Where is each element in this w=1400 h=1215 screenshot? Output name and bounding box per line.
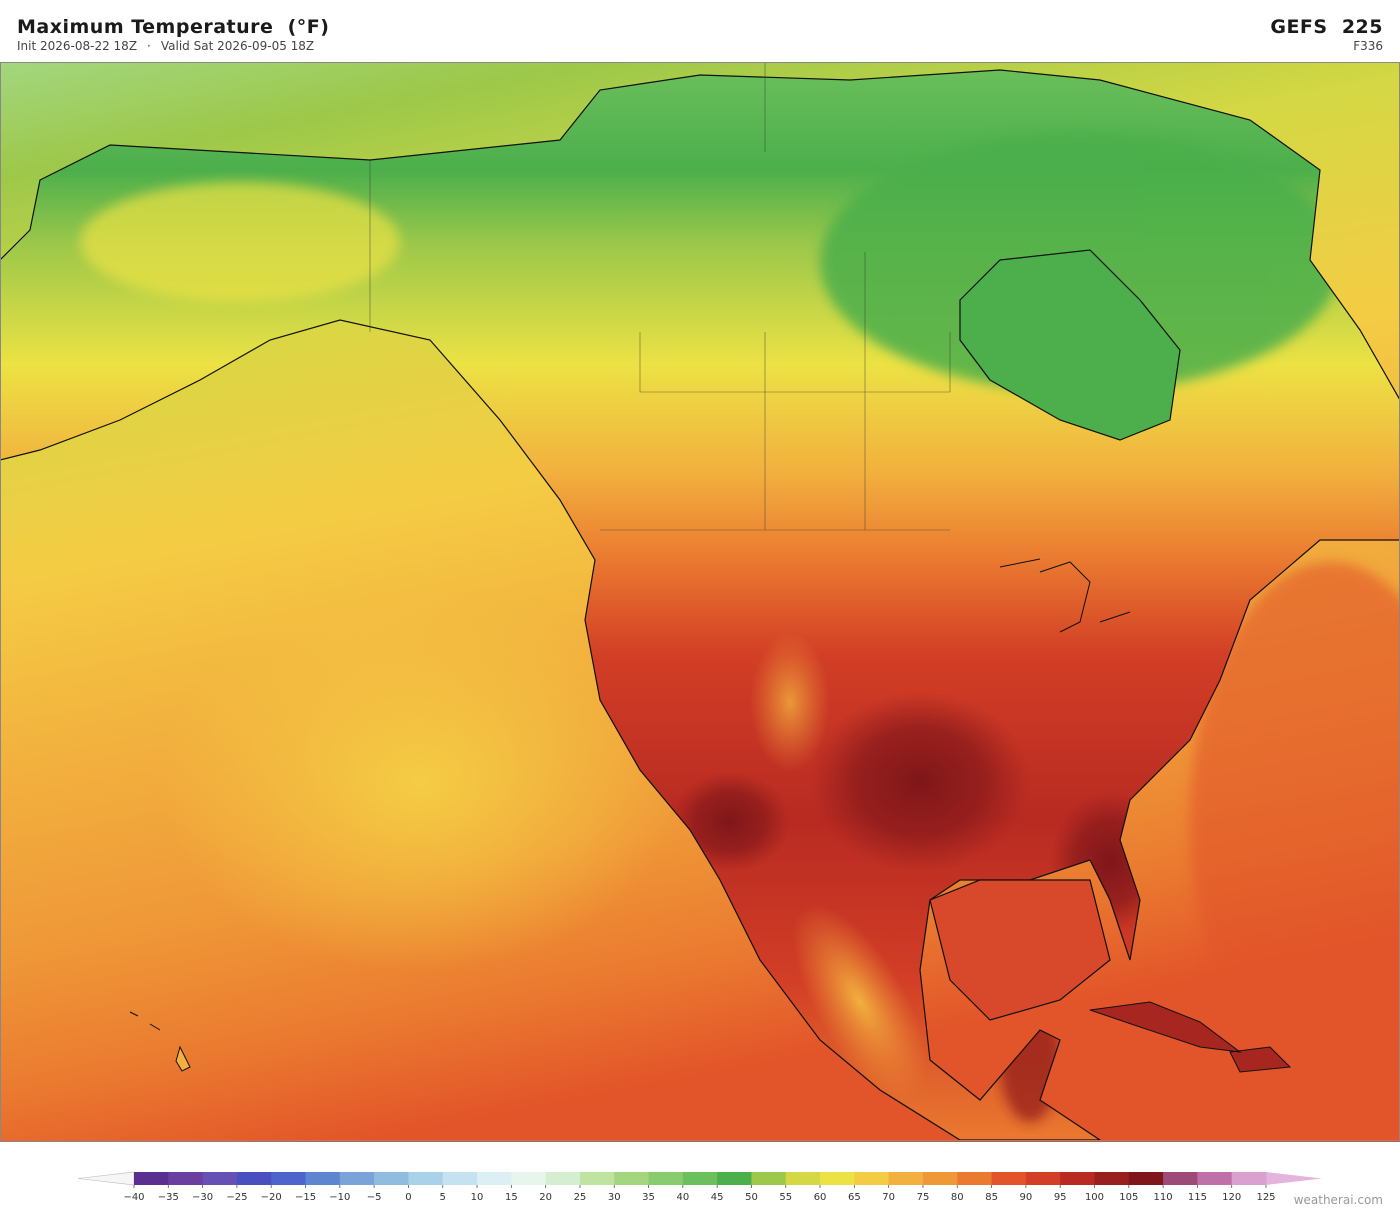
brand: weatherai.com [1293,1193,1383,1207]
valid-time: Valid Sat 2026-09-05 18Z [160,39,315,53]
color-segment [717,1172,752,1185]
tick-label: −20 [261,1192,282,1203]
color-segment [1060,1172,1095,1185]
color-segment [511,1172,547,1185]
color-segment [305,1172,341,1185]
color-segment [168,1172,204,1185]
hawaii [129,1011,191,1072]
tick-label: 85 [985,1192,998,1203]
color-segment [1231,1172,1267,1185]
tick-label: 65 [848,1192,861,1203]
color-segment [751,1172,787,1185]
color-segment [957,1172,993,1185]
over-extension [1266,1172,1322,1185]
separator: · [147,39,151,53]
tick-label: −15 [295,1192,316,1203]
color-segment [1163,1172,1198,1185]
color-segment [991,1172,1027,1185]
tick-label: 100 [1085,1192,1104,1203]
tick-label: 70 [882,1192,895,1203]
under-extension [77,1171,135,1186]
color-segment [1197,1172,1233,1185]
color-segment [545,1172,581,1185]
tick-label: −10 [329,1192,350,1203]
map [0,62,1400,1142]
tick-label: 35 [642,1192,655,1203]
tick-label: 75 [917,1192,930,1203]
color-segment [1025,1172,1061,1185]
hudson-bay [959,249,1181,441]
tick-label: 80 [951,1192,964,1203]
tick-label: 0 [405,1192,411,1203]
borders [369,62,951,531]
subtitle: Init 2026-08-22 18Z · Valid Sat 2026-09-05… [17,39,324,53]
color-segment [579,1172,615,1185]
forecast-hour: F336 [1353,39,1383,53]
color-segment [339,1172,375,1185]
color-segment [442,1172,478,1185]
color-segment [236,1172,272,1185]
map-title: Maximum Temperature (°F) [17,16,330,38]
tick-label: 45 [711,1192,724,1203]
tick-label: 110 [1154,1192,1173,1203]
atlantic-field [1190,562,1400,1082]
tick-label: 115 [1188,1192,1207,1203]
tick-label: 30 [608,1192,621,1203]
init-time: Init 2026-08-22 18Z [17,39,138,53]
great-lakes [999,558,1131,633]
tick-label: 120 [1222,1192,1241,1203]
tick-label: 15 [505,1192,518,1203]
tick-label: 25 [574,1192,587,1203]
color-segment [271,1172,307,1185]
tick-label: −5 [367,1192,382,1203]
gulf-of-mexico [929,879,1111,1021]
tick-label: −35 [158,1192,179,1203]
model-name: GEFS 225 [1270,16,1383,38]
tick-label: 125 [1256,1192,1275,1203]
tick-label: 40 [676,1192,689,1203]
color-segment [614,1172,650,1185]
tick-label: −30 [192,1192,213,1203]
tick-label: −40 [123,1192,144,1203]
color-segment [408,1172,444,1185]
tick-label: 60 [814,1192,827,1203]
color-segment [820,1172,855,1185]
tick-label: 50 [745,1192,758,1203]
color-segment [682,1172,718,1185]
tick-label: 55 [779,1192,792,1203]
color-segment [374,1172,409,1185]
color-segment [888,1172,924,1185]
tick-label: 90 [1020,1192,1033,1203]
color-segment [1128,1172,1164,1185]
color-segment [134,1172,169,1185]
tick-label: 105 [1119,1192,1138,1203]
color-segment [202,1172,238,1185]
color-segment [922,1172,958,1185]
color-segment [648,1172,684,1185]
tick-label: 5 [440,1192,446,1203]
tick-label: −25 [226,1192,247,1203]
tick-label: 10 [471,1192,484,1203]
color-segment [854,1172,890,1185]
color-segment [477,1172,512,1185]
colorbar: −40 −35 −30 −25 −20 −15 −10 −5 0 5 10 15 20 25 30 35 40 4… [77,1171,1322,1203]
caribbean-islands [1089,1001,1292,1073]
color-segment [1094,1172,1130,1185]
color-segment [785,1172,821,1185]
tick-label: 95 [1054,1192,1067,1203]
pacific-warm-core [160,592,680,972]
tick-label: 20 [539,1192,552,1203]
